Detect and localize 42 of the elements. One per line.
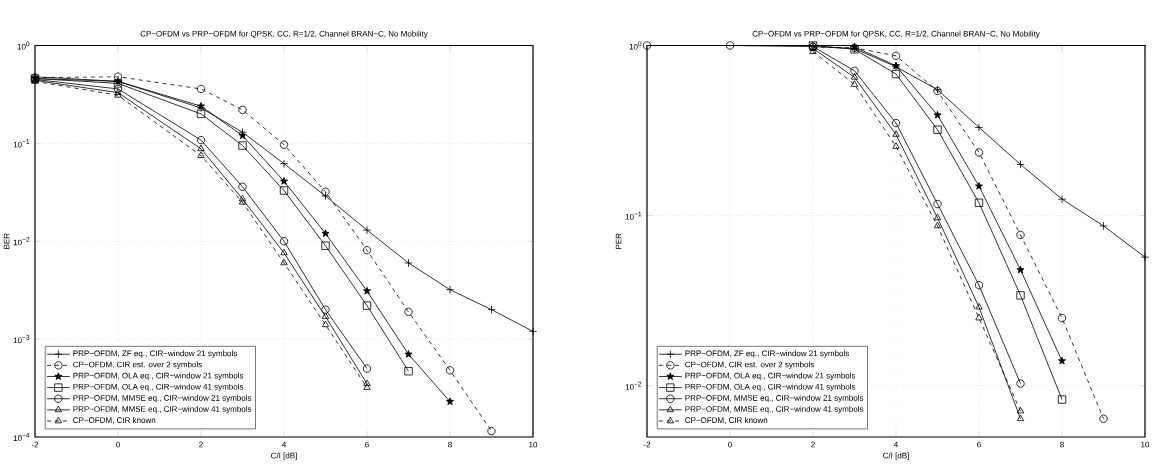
- y-axis-title: PER: [615, 233, 622, 249]
- legend-label: PRP−OFDM, ZF eq., CIR−window 21 symbols: [73, 350, 237, 358]
- chart-title: CP−OFDM vs PRP−OFDM for QPSK, CC, R=1/2, Channel BRAN−C, No Mobility: [752, 30, 1040, 39]
- y-tick-label: 10$^{−1}$: [13, 139, 30, 148]
- x-tick-label: 10: [1141, 441, 1150, 448]
- x-tick-label: 6: [977, 441, 981, 448]
- legend-label: PRP−OFDM, MMSE eq., CIR−window 21 symbols: [73, 394, 252, 403]
- legend-label: CP−OFDM, CIR known: [685, 417, 768, 424]
- y-axis-title: BER: [3, 233, 10, 249]
- legend-label: CP−OFDM, CIR known: [73, 417, 156, 424]
- legend-label: CP−OFDM, CIR est. over 2 symbols: [685, 361, 814, 369]
- legend-label: PRP−OFDM, OLA eq., CIR−window 21 symbols: [685, 372, 856, 381]
- legend-label: PRP−OFDM, OLA eq., CIR−window 41 symbols: [685, 383, 856, 392]
- legend-label: PRP−OFDM, OLA eq., CIR−window 21 symbols: [73, 372, 244, 381]
- x-tick-label: 4: [893, 441, 898, 448]
- y-tick-label: 10$^{−2}$: [13, 237, 30, 246]
- chart-title: CP−OFDM vs PRP−OFDM for QPSK, CC, R=1/2, Channel BRAN−C, No Mobility: [140, 30, 428, 39]
- x-tick-label: 10: [529, 441, 538, 448]
- x-tick-label: 0: [728, 441, 732, 448]
- legend-label: CP−OFDM, CIR est. over 2 symbols: [73, 361, 202, 369]
- x-tick-label: -2: [643, 441, 651, 448]
- x-tick-label: -2: [31, 441, 39, 448]
- legend-label: PRP−OFDM, ZF eq., CIR−window 21 symbols: [685, 350, 849, 358]
- y-tick-label: 10$^{0}$: [629, 41, 642, 50]
- y-tick-label: 10$^{−1}$: [625, 211, 642, 220]
- legend-label: PRP−OFDM, MMSE eq., CIR−window 41 symbols: [73, 405, 252, 414]
- y-tick-label: 10$^{−2}$: [625, 381, 642, 390]
- legend-label: PRP−OFDM, MMSE eq., CIR−window 21 symbols: [685, 394, 864, 403]
- legend-label: PRP−OFDM, OLA eq., CIR−window 41 symbols: [73, 383, 244, 392]
- x-tick-label: 8: [448, 441, 452, 448]
- x-tick-label: 2: [811, 441, 815, 448]
- y-tick-label: 10$^{−4}$: [13, 432, 30, 442]
- x-axis-title: C/I [dB]: [883, 452, 909, 460]
- x-tick-label: 2: [199, 441, 203, 448]
- x-tick-label: 8: [1060, 441, 1064, 448]
- x-tick-label: 4: [281, 441, 286, 448]
- y-tick-label: 10$^{−3}$: [13, 335, 30, 344]
- x-tick-label: 0: [116, 441, 120, 448]
- x-tick-label: 6: [365, 441, 369, 448]
- x-axis-title: C/I [dB]: [271, 452, 297, 460]
- legend-label: PRP−OFDM, MMSE eq., CIR−window 41 symbols: [685, 405, 864, 414]
- y-tick-label: 10$^{0}$: [17, 41, 30, 50]
